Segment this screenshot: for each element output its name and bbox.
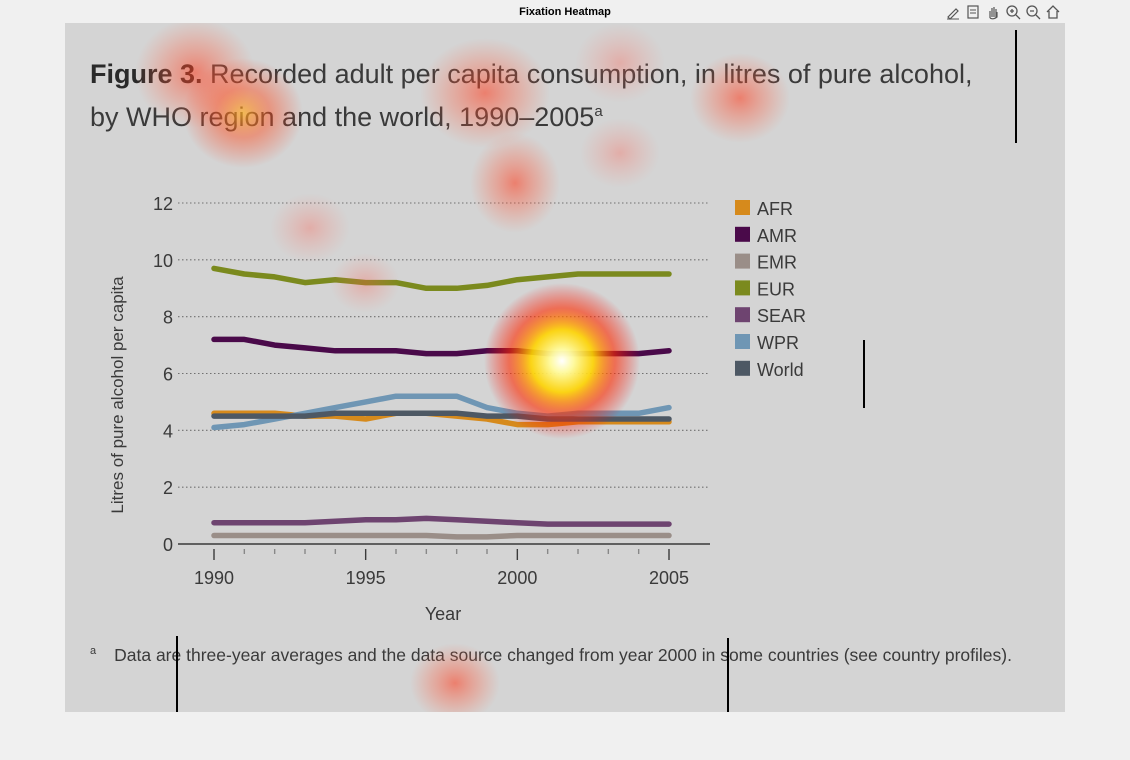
cursor-line — [863, 340, 865, 408]
legend-label: WPR — [757, 333, 799, 353]
home-icon — [1046, 5, 1060, 19]
legend-swatch-world — [735, 360, 750, 376]
y-tick-label: 12 — [153, 194, 173, 214]
y-tick-label: 10 — [153, 251, 173, 271]
pencil-icon — [947, 8, 959, 20]
x-axis-label: Year — [425, 604, 461, 624]
y-tick-label: 8 — [163, 308, 173, 328]
figure-toolbar — [944, 2, 1062, 22]
pan-button[interactable] — [984, 3, 1002, 21]
x-tick-label: 2000 — [497, 568, 537, 588]
edit-plot-button[interactable] — [944, 3, 962, 21]
hand-icon — [989, 7, 998, 20]
series-line-amr — [211, 336, 672, 357]
zoom-out-button[interactable] — [1024, 3, 1042, 21]
legend-swatch-wpr — [735, 334, 750, 349]
legend-swatch-afr — [735, 200, 750, 215]
heatmap-axes[interactable]: Figure 3. Recorded adult per capita cons… — [65, 23, 1065, 712]
legend-label: EUR — [757, 279, 795, 299]
cursor-line — [176, 636, 178, 712]
cursor-line — [1015, 30, 1017, 143]
data-tips-button[interactable] — [964, 3, 982, 21]
y-tick-label: 2 — [163, 478, 173, 498]
y-tick-label: 6 — [163, 365, 173, 385]
x-tick-label: 1990 — [194, 568, 234, 588]
series-line-emr — [211, 532, 672, 540]
y-tick-label: 0 — [163, 535, 173, 555]
legend-swatch-sear — [735, 307, 750, 323]
footnote-mark: a — [90, 645, 97, 657]
footnote-text: Data are three-year averages and the dat… — [114, 645, 1012, 665]
legend-label: World — [757, 360, 804, 380]
zoom-in-icon — [1006, 5, 1021, 20]
legend-swatch-amr — [735, 226, 750, 242]
legend-label: AFR — [757, 199, 793, 219]
legend-label: SEAR — [757, 306, 806, 326]
window-title: Fixation Heatmap — [519, 6, 611, 18]
legend-label: EMR — [757, 253, 797, 273]
datatip-icon — [967, 5, 979, 19]
y-axis-label: Litres of pure alcohol per capita — [108, 276, 127, 514]
restore-view-button[interactable] — [1044, 3, 1062, 21]
legend-swatch-emr — [735, 253, 750, 269]
chart-stimulus: 0 2 4 6 8 10 12 1990 1995 2000 2005 AFR AMR EMR EUR SE… — [108, 194, 806, 624]
y-tick-label: 4 — [163, 421, 173, 441]
zoom-out-icon — [1026, 5, 1041, 20]
footnote: a Data are three-year averages and the da… — [90, 645, 1012, 666]
legend-label: AMR — [757, 226, 797, 246]
x-tick-label: 1995 — [346, 568, 386, 588]
legend-swatch-eur — [735, 280, 750, 296]
series-line-eur — [211, 265, 672, 292]
zoom-in-button[interactable] — [1004, 3, 1022, 21]
title-superscript: a — [594, 103, 603, 120]
cursor-line — [727, 638, 729, 712]
series-line-sear — [211, 515, 672, 527]
x-tick-label: 2005 — [649, 568, 689, 588]
